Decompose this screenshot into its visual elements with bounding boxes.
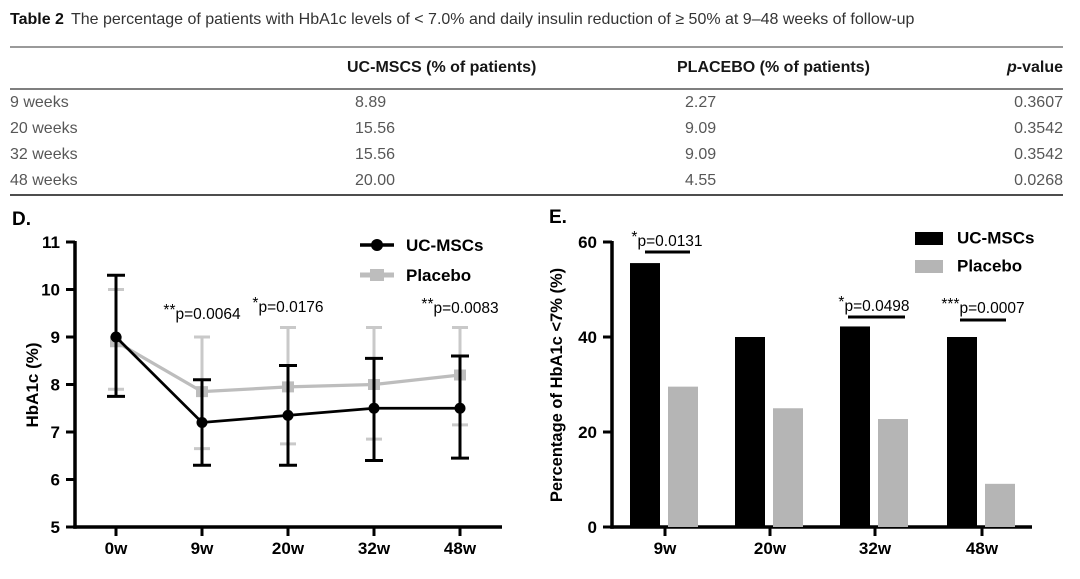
marker-circle <box>368 402 380 414</box>
legend-marker-square <box>370 269 384 281</box>
bar-chart-hba1c-under-7pct: 0 20 40 60 9w 20w 32w 48w Percentage of HbA1c <7… <box>548 229 1034 559</box>
d-ytick-label: 8 <box>51 376 60 395</box>
e-ytick-label: 20 <box>578 423 597 442</box>
e-pvalue-annotation: ***p=0.0007 <box>941 296 1024 317</box>
d-ytick-label: 5 <box>51 518 60 537</box>
bar <box>735 337 765 527</box>
bar <box>630 263 660 527</box>
cell: 15.56 <box>355 120 396 137</box>
legend-label: Placebo <box>957 257 1022 276</box>
e-pvalue-annotation: *p=0.0131 <box>631 229 702 250</box>
e-xtick-label: 32w <box>859 539 892 558</box>
e-tick-marks <box>603 240 984 536</box>
cell: 20.00 <box>355 172 396 189</box>
d-xtick-label: 9w <box>191 539 214 558</box>
line-chart-hba1c: 5 6 7 8 9 10 11 0w 9w 20w 32w 48w HbA1c (%) **p=0.006… <box>23 233 502 558</box>
e-ytick-label: 60 <box>578 233 597 252</box>
cell: 9.09 <box>685 146 717 163</box>
d-ytick-label: 9 <box>51 328 60 347</box>
col-header: UC-MSCS (% of patients) <box>347 47 677 90</box>
cell: 0.0268 <box>1014 172 1063 189</box>
e-xtick-label: 9w <box>654 539 677 558</box>
d-ytick-label: 10 <box>41 281 60 300</box>
cell: 0.3542 <box>1014 146 1063 163</box>
d-xtick-label: 48w <box>444 539 477 558</box>
row-label: 9 weeks <box>10 94 69 111</box>
table-body: 9 weeks 8.89 2.27 0.3607 20 weeks 15.56 9.09 0.… <box>10 89 1063 195</box>
col-header: p-value <box>977 47 1063 90</box>
cell: 0.3542 <box>1014 120 1063 137</box>
cell: 4.55 <box>685 172 717 189</box>
marker-circle <box>196 417 208 428</box>
table-caption-text: The percentage of patients with HbA1c le… <box>70 11 915 28</box>
cell: 8.89 <box>355 94 387 111</box>
legend-swatch <box>915 260 943 273</box>
legend-swatch <box>915 232 943 245</box>
table-row: 32 weeks 15.56 9.09 0.3542 <box>10 142 1063 168</box>
legend-label: UC-MSCs <box>957 229 1034 248</box>
table-header-row: UC-MSCS (% of patients) PLACEBO (% of pat… <box>10 47 1063 90</box>
row-label: 20 weeks <box>10 120 78 137</box>
col-header <box>10 47 347 90</box>
d-pvalue-annotation: **p=0.0064 <box>163 302 241 323</box>
bar <box>840 326 870 527</box>
d-legend-item: Placebo <box>360 266 471 285</box>
cell: 9.09 <box>685 120 717 137</box>
d-ytick-label: 11 <box>42 233 60 252</box>
panel-e-label: E. <box>549 207 567 228</box>
table-caption: Table 2 The percentage of patients with H… <box>10 11 914 29</box>
bar <box>985 483 1015 527</box>
d-ytick-label: 6 <box>51 471 60 490</box>
d-legend-item: UC-MSCs <box>360 236 483 255</box>
d-ytick-label: 7 <box>51 423 60 442</box>
e-legend-item: Placebo <box>915 257 1022 276</box>
row-label: 32 weeks <box>10 146 78 163</box>
d-ylabel: HbA1c (%) <box>23 342 42 427</box>
d-xtick-label: 0w <box>105 539 128 558</box>
legend-label: UC-MSCs <box>406 236 483 255</box>
bar <box>878 419 908 527</box>
e-series-placebo <box>668 386 1015 527</box>
d-pvalue-annotation: *p=0.0176 <box>252 295 323 316</box>
panel-d-label: D. <box>12 209 31 230</box>
table-row: 9 weeks 8.89 2.27 0.3607 <box>10 89 1063 116</box>
d-xtick-label: 32w <box>358 539 391 558</box>
e-pvalue-annotation: *p=0.0498 <box>838 294 909 315</box>
d-pvalue-annotation: **p=0.0083 <box>421 296 498 317</box>
bar <box>947 337 977 527</box>
marker-circle <box>454 402 466 414</box>
legend-marker-circle <box>371 239 383 251</box>
legend-label: Placebo <box>406 266 471 285</box>
table-caption-label: Table 2 <box>10 11 64 28</box>
marker-circle <box>282 409 294 421</box>
e-series-uc-mscs <box>630 263 977 527</box>
marker-circle <box>110 331 122 343</box>
cell: 15.56 <box>355 146 396 163</box>
d-tick-marks <box>66 240 462 536</box>
bar <box>773 408 803 527</box>
table-row: 48 weeks 20.00 4.55 0.0268 <box>10 168 1063 195</box>
table-header: UC-MSCS (% of patients) PLACEBO (% of pat… <box>10 47 1063 90</box>
d-series-uc-mscs <box>107 273 469 467</box>
col-header: PLACEBO (% of patients) <box>677 47 977 90</box>
table-row: 20 weeks 15.56 9.09 0.3542 <box>10 116 1063 142</box>
e-ylabel: Percentage of HbA1c <7% (%) <box>548 268 566 502</box>
e-ytick-label: 0 <box>588 518 597 537</box>
e-legend-item: UC-MSCs <box>915 229 1034 248</box>
cell: 0.3607 <box>1014 94 1063 111</box>
d-xtick-label: 20w <box>272 539 305 558</box>
cell: 2.27 <box>685 94 717 111</box>
bar <box>668 386 698 527</box>
e-ytick-label: 40 <box>578 328 597 347</box>
results-table: UC-MSCS (% of patients) PLACEBO (% of pat… <box>10 46 1063 196</box>
e-xtick-label: 48w <box>966 539 999 558</box>
row-label: 48 weeks <box>10 172 78 189</box>
e-xtick-label: 20w <box>754 539 787 558</box>
